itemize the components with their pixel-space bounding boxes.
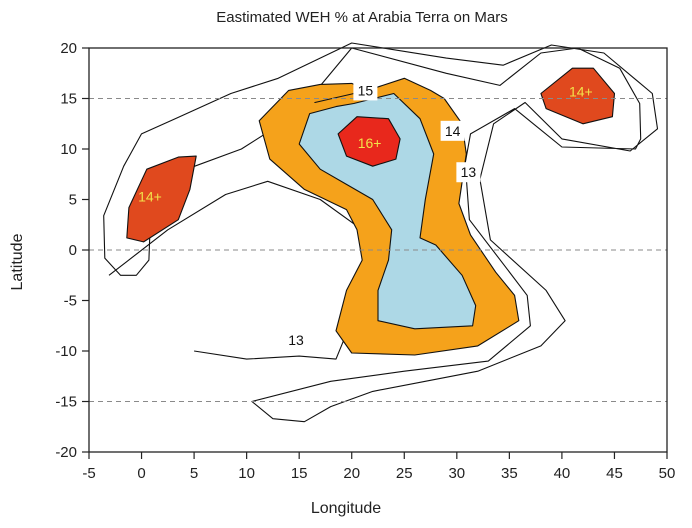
contour-label-13: 13	[461, 164, 477, 180]
contour-label-bg-6	[284, 329, 309, 350]
contour-label-15: 15	[358, 82, 374, 98]
contour-label-bg-5	[456, 162, 481, 183]
x-tick-label: 45	[606, 465, 623, 482]
y-tick-label: -15	[55, 394, 77, 411]
x-tick-label: 30	[448, 465, 465, 482]
contour-14plus-region-6	[540, 67, 616, 125]
y-tick-label: -5	[64, 293, 77, 310]
contour-label-13: 13	[288, 332, 304, 348]
contour-label-bg-4	[440, 120, 465, 141]
x-tick-label: 15	[291, 465, 308, 482]
contour-14plus-region-5	[126, 155, 197, 243]
contour-label-14plus: 14+	[138, 188, 162, 204]
contour-15-region-3	[298, 92, 477, 330]
y-tick-label: -20	[55, 444, 77, 461]
y-axis-label: Latitude	[9, 233, 26, 290]
contour-regions	[103, 42, 659, 423]
contour-13-region-0	[103, 42, 659, 423]
x-tick-label: 20	[343, 465, 360, 482]
contour-labels: 16+ 14+ 14+ 15 14 13 13	[138, 80, 593, 350]
chart-title: Eastimated WEH % at Arabia Terra on Mars	[216, 9, 508, 26]
x-tick-label: 40	[554, 465, 571, 482]
y-axis-ticks: -20 -15 -10 -5 0 5 10 15 20	[55, 40, 89, 461]
x-tick-label: 50	[659, 465, 676, 482]
x-tick-label: 35	[501, 465, 518, 482]
contour-label-14: 14	[445, 123, 461, 139]
x-tick-label: 5	[190, 465, 198, 482]
x-tick-label: 0	[137, 465, 145, 482]
contour-16plus-region-4	[337, 116, 401, 167]
x-axis-ticks: -5 0 5 10 15 20 25 30 35 40 45 50	[82, 452, 675, 482]
x-axis-label: Longitude	[311, 500, 381, 517]
y-tick-label: 15	[60, 91, 77, 108]
y-tick-label: 5	[69, 192, 77, 209]
y-tick-label: 10	[60, 141, 77, 158]
x-tick-label: -5	[82, 465, 95, 482]
reference-lines	[89, 98, 667, 402]
x-tick-label: 25	[396, 465, 413, 482]
x-tick-label: 10	[238, 465, 255, 482]
contour-label-16plus: 16+	[358, 135, 382, 151]
y-tick-label: -10	[55, 343, 77, 360]
y-tick-label: 0	[69, 242, 77, 259]
contour-label-14plus: 14+	[569, 83, 593, 99]
y-tick-label: 20	[60, 40, 77, 57]
contour-label-bg-3	[353, 80, 378, 101]
